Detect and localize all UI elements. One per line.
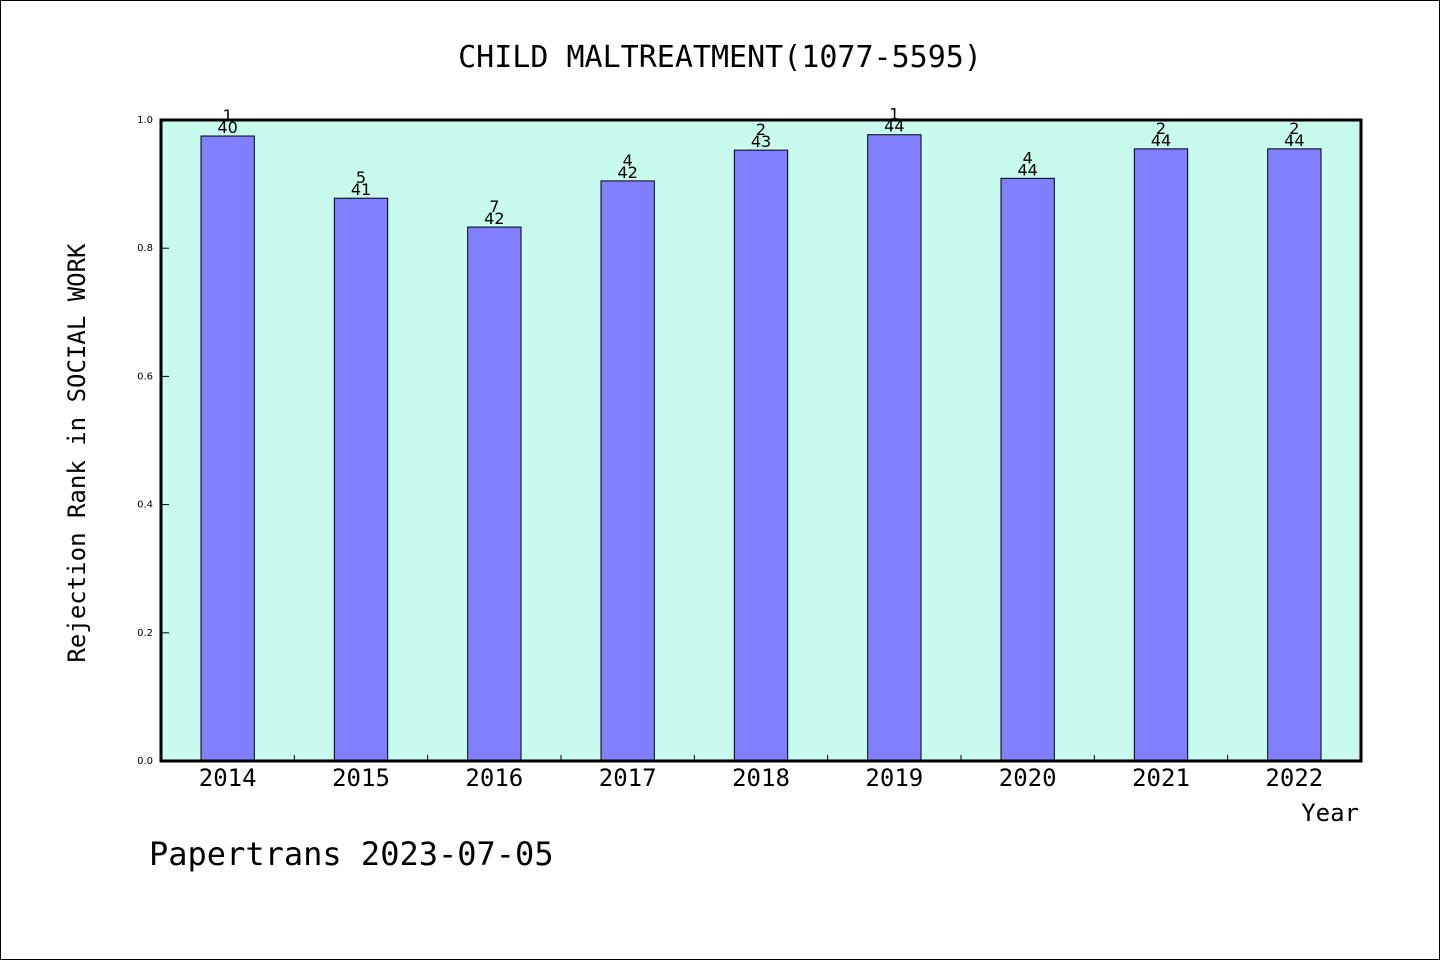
bar-2015 (333, 197, 389, 762)
bar-2019 (867, 134, 922, 762)
bar-count-label: 44 (1151, 131, 1171, 150)
bar-count-label: 44 (1284, 131, 1304, 150)
bar-rank-label: 2 (756, 120, 766, 139)
x-tick-label: 2022 (1265, 764, 1323, 792)
axis-ticks-group: 0.0 0.2 0.4 0.6 0.8 1.0 2014 2015 2016 2017 2018 20… (137, 115, 1323, 792)
bar-2016 (467, 226, 522, 762)
bar-count-label: 41 (351, 180, 371, 199)
bar-count-label: 40 (217, 118, 237, 137)
bar-rank-label: 1 (223, 106, 233, 125)
bar-rank-label: 4 (623, 151, 633, 170)
bar-count-label: 42 (617, 163, 637, 182)
bar-rank-label: 5 (356, 168, 366, 187)
bar-2020 (1000, 177, 1055, 762)
y-tick-label: 0.2 (137, 628, 153, 639)
bar-count-label: 43 (751, 132, 771, 151)
plot-frame (159, 118, 1363, 763)
bar-rank-label: 2 (1156, 119, 1166, 138)
bar-rank-label: 1 (889, 105, 899, 124)
y-tick-label: 1.0 (137, 115, 153, 126)
bar-rank-label: 7 (489, 197, 499, 216)
bar-rank-label: 4 (1023, 148, 1033, 167)
bar-2014 (200, 135, 255, 762)
x-tick-label: 2017 (599, 764, 657, 792)
y-tick-label: 0.0 (137, 756, 153, 767)
y-tick-label: 0.4 (137, 500, 153, 511)
bar-2022 (1267, 148, 1322, 762)
chart-title: CHILD MALTREATMENT(1077-5595) (458, 40, 982, 75)
bar-count-label: 44 (1017, 160, 1037, 179)
bar-rank-label: 2 (1289, 119, 1299, 138)
y-axis-label: Rejection Rank in SOCIAL WORK (63, 243, 91, 663)
x-axis-label: Year (1301, 799, 1359, 827)
bar-2017 (600, 180, 655, 762)
x-tick-label: 2020 (999, 764, 1057, 792)
x-tick-label: 2016 (465, 764, 523, 792)
footer-credit: Papertrans 2023-07-05 (149, 835, 554, 873)
bar-2018 (733, 149, 789, 762)
x-tick-label: 2019 (865, 764, 923, 792)
x-tick-label: 2014 (199, 764, 257, 792)
y-tick-label: 0.8 (137, 243, 153, 254)
bar-2021 (1133, 148, 1189, 762)
bar-count-label: 42 (484, 209, 504, 228)
x-tick-label: 2021 (1132, 764, 1190, 792)
x-tick-label: 2018 (732, 764, 790, 792)
x-tick-label: 2015 (332, 764, 390, 792)
y-tick-label: 0.6 (137, 371, 153, 382)
